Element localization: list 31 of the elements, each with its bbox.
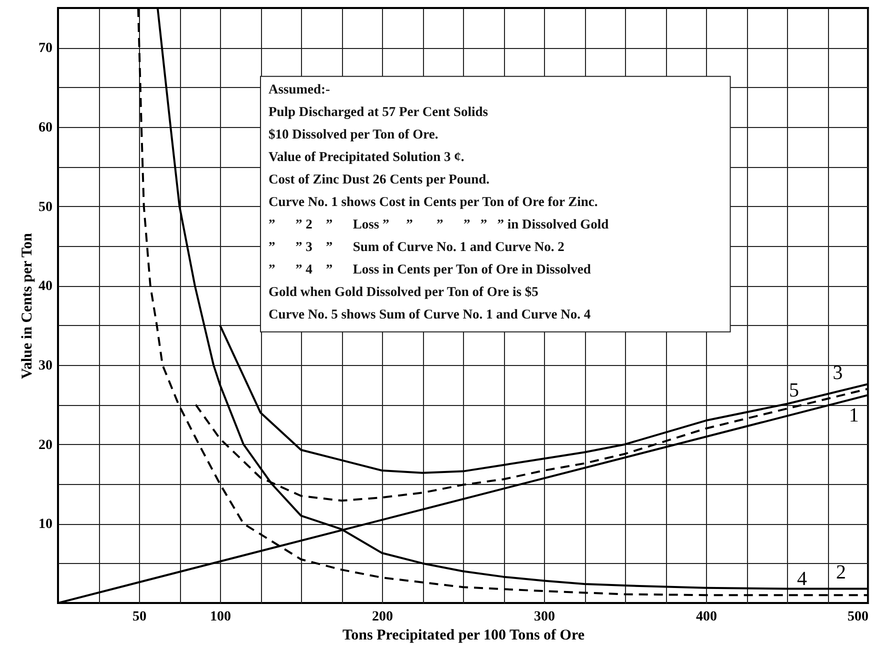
annotation: 2 <box>836 562 846 584</box>
x-tick-label: 400 <box>696 610 717 624</box>
y-tick-label: 70 <box>38 41 52 56</box>
annotation: $10 Dissolved per Ton of Ore. <box>268 126 438 142</box>
annotation: Curve No. 5 shows Sum of Curve No. 1 and Curve No. 4 <box>268 306 591 322</box>
x-axis-title: Tons Precipitated per 100 Tons of Ore <box>342 628 585 644</box>
annotation: 3 <box>832 362 843 384</box>
annotation: Curve No. 1 shows Cost in Cents per Ton of Ore for Zinc. <box>268 194 598 209</box>
x-tick-label: 300 <box>534 610 555 624</box>
x-tick-label: 100 <box>210 610 231 624</box>
y-tick-label: 40 <box>38 279 52 294</box>
y-tick-label: 10 <box>38 517 52 532</box>
annotation: Gold when Gold Dissolved per Ton of Ore is $5 <box>268 284 539 299</box>
annotation: ” ” 4 ” Loss in Cents per Ton of Ore in Dissolved <box>268 261 592 276</box>
annotation: Assumed:- <box>268 81 330 96</box>
x-tick-label: 500 <box>848 610 868 624</box>
annotation: Cost of Zinc Dust 26 Cents per Pound. <box>268 171 490 186</box>
annotation: 1 <box>848 404 859 427</box>
y-tick-label: 60 <box>38 120 52 136</box>
annotation: Value of Precipitated Solution 3 ¢. <box>268 148 464 164</box>
x-tick-label: 50 <box>132 610 146 624</box>
annotation: Pulp Discharged at 57 Per Cent Solids <box>268 104 488 119</box>
annotation: 4 <box>797 568 808 590</box>
y-axis-title: Value in Cents per Ton <box>20 232 36 379</box>
x-tick-label: 200 <box>372 610 393 624</box>
y-tick-label: 30 <box>38 358 52 374</box>
y-tick-label: 50 <box>38 200 52 215</box>
y-tick-label: 20 <box>38 438 52 453</box>
annotation: 5 <box>788 379 799 402</box>
annotation: ” ” 2 ” Loss ” ” ” ” ” ” in Dissolved Gold <box>268 216 610 232</box>
annotation: ” ” 3 ” Sum of Curve No. 1 and Curve No. 2 <box>268 238 565 254</box>
